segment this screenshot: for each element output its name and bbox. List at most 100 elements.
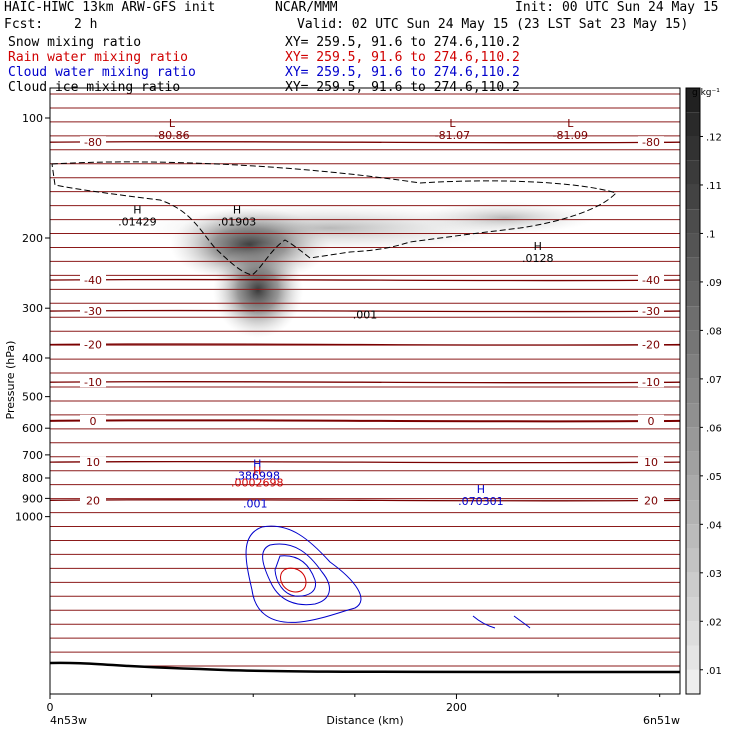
- temperature-contour-line: [50, 107, 680, 109]
- temperature-contour-line: [50, 386, 680, 388]
- contour-value-label: .001: [353, 308, 378, 321]
- temperature-contour-line: [50, 134, 680, 137]
- colorbar-segment: [686, 572, 700, 598]
- y-tick-label: 500: [22, 391, 43, 404]
- field-xy-cloud-water: XY= 259.5, 91.6 to 274.6,110.2: [285, 65, 520, 80]
- extremum-symbol: H: [477, 483, 485, 496]
- x-axis: 0 200: [47, 694, 661, 714]
- isotherm-line: [50, 460, 680, 464]
- colorbar-tick-label: .06: [706, 423, 722, 434]
- temperature-contour-line: [50, 469, 680, 472]
- colorbar-segment: [686, 88, 700, 113]
- extremum-value: -80.86: [154, 129, 189, 142]
- temperature-contour-line: [50, 302, 680, 305]
- temperature-contour-line: [50, 149, 680, 151]
- x-tick-label: 200: [446, 701, 467, 714]
- y-tick-label: 400: [22, 352, 43, 365]
- valid-time: Valid: 02 UTC Sun 24 May 15 (23 LST Sat …: [297, 17, 689, 32]
- y-tick-label: 700: [22, 449, 43, 462]
- contour-value-label: .001: [243, 497, 268, 510]
- y-tick-label: 300: [22, 302, 43, 315]
- temperature-contour-line: [50, 427, 680, 430]
- temperature-contour-line: [50, 218, 680, 221]
- x-axis-label: Distance (km): [326, 714, 403, 727]
- extremum-symbol: H: [253, 464, 261, 477]
- extremum-symbol: L: [567, 117, 574, 130]
- forecast-value: 2 h: [74, 17, 98, 32]
- colorbar-segment: [686, 112, 700, 137]
- colorbar-tick-label: .03: [706, 569, 722, 580]
- colorbar-tick-label: .01: [706, 666, 722, 677]
- colorbar-segment: [686, 548, 700, 573]
- colorbar-segment: [686, 669, 700, 694]
- terrain-line: [49, 661, 681, 674]
- temperature-contour-line: [50, 567, 680, 570]
- temperature-contour-line: [50, 609, 680, 611]
- extremum-symbol: H: [133, 203, 141, 216]
- isotherm-label: -30: [84, 305, 102, 318]
- colorbar-segment: [686, 645, 700, 670]
- y-tick-label: 800: [22, 472, 43, 485]
- field-name-rain: Rain water mixing ratio: [8, 50, 189, 65]
- x-tick-label: 0: [47, 701, 54, 714]
- temperature-contour-line: [50, 483, 680, 486]
- init-time: Init: 00 UTC Sun 24 May 15: [515, 0, 719, 15]
- temperature-contour-line: [50, 274, 680, 277]
- isotherm-label: -30: [642, 305, 660, 318]
- rain-water-contours: [280, 567, 307, 593]
- isotherm-label: -10: [642, 376, 660, 389]
- isotherm-line: [50, 309, 680, 313]
- extremum-symbol: L: [449, 117, 456, 130]
- field-xy-cloud-ice: XY= 259.5, 91.6 to 274.6,110.2: [285, 80, 520, 95]
- colorbar-segment: [686, 257, 700, 282]
- y-tick-label: 1000: [15, 511, 43, 524]
- temperature-contour-line: [50, 595, 680, 598]
- temperature-contours: -80 -80 -40 -40 -30 -30 -20 -20 -10 -10 0 0 10 10 20 20: [50, 93, 680, 681]
- temperature-contour-line: [50, 260, 680, 263]
- temperature-contour-line: [50, 358, 680, 360]
- colorbar-segment: [686, 427, 700, 452]
- extremum-value: -81.07: [435, 129, 470, 142]
- colorbar-segment: [686, 597, 700, 622]
- colorbar-segment: [686, 184, 700, 210]
- colorbar-segment: [686, 378, 700, 404]
- field-name-cloud-water: Cloud water mixing ratio: [8, 65, 196, 80]
- model-title: HAIC-HIWC 13km ARW-GFS init: [4, 0, 216, 15]
- y-tick-label: 200: [22, 232, 43, 245]
- contour-annotations: L-80.86L-81.07L-81.09H.01429H.01903H.012…: [118, 117, 588, 510]
- isotherm-line: [50, 140, 680, 144]
- colorbar-tick-label: .07: [706, 375, 722, 386]
- field-xy-snow: XY= 259.5, 91.6 to 274.6,110.2: [285, 35, 520, 50]
- field-name-snow: Snow mixing ratio: [8, 35, 142, 50]
- extremum-value: .01903: [218, 215, 257, 228]
- extremum-value: .0002698: [231, 476, 284, 489]
- isotherm-label: -80: [642, 136, 660, 149]
- cloud-ice-shading: [140, 202, 595, 338]
- temperature-contour-line: [50, 637, 680, 640]
- isotherm-label: -80: [84, 136, 102, 149]
- org-label: NCAR/MMM: [275, 0, 338, 15]
- colorbar-segment: [686, 500, 700, 525]
- isotherm-line: [50, 278, 680, 282]
- colorbar: .01 .02 .03 .04 .05 .06 .07 .08 .09 .1 .11 .12: [685, 87, 722, 695]
- isotherm-line: [50, 380, 680, 384]
- colorbar-segment: [686, 451, 700, 476]
- colorbar-tick-label: .09: [706, 278, 722, 289]
- isotherm-line: [50, 343, 680, 346]
- colorbar-segment: [686, 354, 700, 379]
- colorbar-segment: [686, 475, 700, 501]
- extremum-symbol: L: [169, 117, 176, 130]
- y-tick-label: 600: [22, 422, 43, 435]
- forecast-label: Fcst:: [4, 17, 44, 32]
- x-start-location: 4n53w: [50, 714, 87, 727]
- temperature-contour-line: [50, 176, 680, 179]
- extremum-value: .0128: [522, 252, 554, 265]
- isotherm-label: 20: [86, 494, 100, 507]
- colorbar-tick-label: .12: [706, 132, 722, 143]
- temperature-contour-line: [50, 525, 680, 528]
- temperature-contour-line: [50, 651, 680, 653]
- colorbar-tick-label: .04: [706, 520, 722, 531]
- extremum-value: .01429: [118, 215, 157, 228]
- colorbar-segment: [686, 281, 700, 307]
- colorbar-tick-label: .05: [706, 472, 722, 483]
